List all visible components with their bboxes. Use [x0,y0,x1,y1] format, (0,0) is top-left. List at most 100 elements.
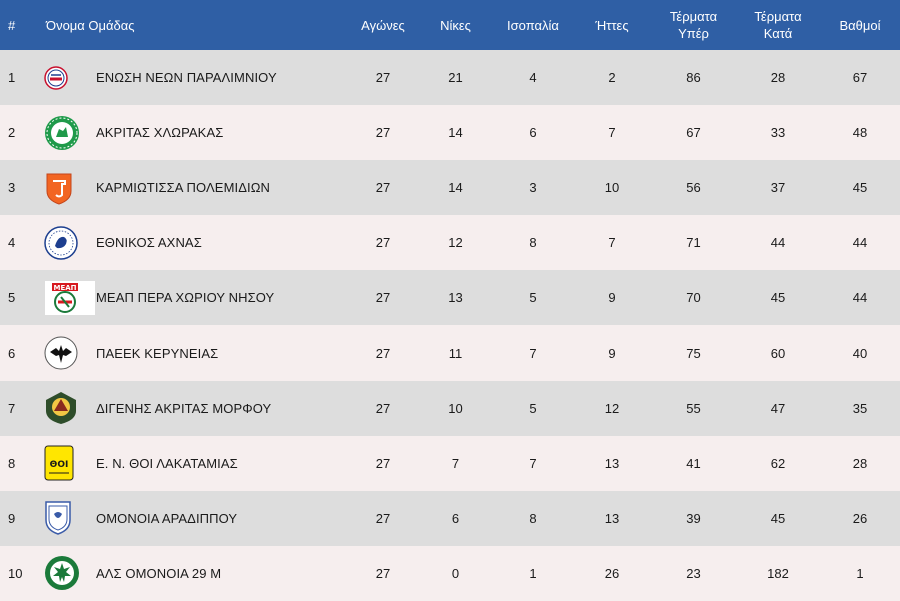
table-row: 4 ΕΘΝΙΚΟΣ ΑΧΝΑΣ 27 12 8 7 71 44 44 [0,215,900,271]
goals-for: 39 [686,510,701,526]
goals-against: 60 [770,345,786,361]
wins: 0 [451,565,460,581]
header-games: Αγώνες [361,17,405,33]
goals-for: 55 [686,400,701,416]
games-played: 27 [375,510,391,526]
table-row: 6 ΠΑΕΕΚ ΚΕΡΥΝΕΙΑΣ 27 11 7 9 75 60 40 [0,325,900,381]
goals-for: 67 [686,125,701,141]
team-cell[interactable]: ΕΘΝΙΚΟΣ ΑΧΝΑΣ [40,225,348,261]
header-goals-against-line2: Κατά [763,26,793,41]
games-played: 27 [375,290,391,306]
draws: 1 [529,565,537,581]
team-position: 10 [8,565,23,581]
team-name[interactable]: ΔΙΓΕΝΗΣ ΑΚΡΙΤΑΣ ΜΟΡΦΟΥ [96,400,272,416]
wins: 11 [448,345,463,361]
goals-against: 62 [770,455,786,471]
header-wins: Νίκες [440,17,471,33]
losses: 2 [608,70,616,86]
draws: 7 [529,345,537,361]
games-played: 27 [375,235,391,251]
team-position: 2 [8,125,16,141]
header-team-name: Όνομα Ομάδας [46,17,135,33]
table-row: 2 ΑΚΡΙΤΑΣ ΧΛΩΡΑΚΑΣ 27 14 6 7 67 33 48 [0,105,900,161]
games-played: 27 [375,125,391,141]
draws: 4 [529,70,537,86]
team-cell[interactable]: ΕΝΩΣΗ ΝΕΩΝ ΠΑΡΑΛΙΜΝΙΟΥ [40,60,348,96]
header-goals-for-line1: Τέρματα [669,9,718,24]
wins: 13 [448,290,463,306]
goals-against: 37 [770,180,786,196]
team-name[interactable]: ΑΚΡΙΤΑΣ ΧΛΩΡΑΚΑΣ [96,125,224,141]
losses: 9 [608,290,616,306]
games-played: 27 [375,180,391,196]
team-name[interactable]: Ε. Ν. ΘΟΙ ΛΑΚΑΤΑΜΙΑΣ [96,455,238,471]
team-cell[interactable]: ΜΕΑΠ ΜΕΑΠ ΠΕΡΑ ΧΩΡΙΟΥ ΝΗΣΟΥ [40,279,348,316]
table-header: # Όνομα Ομάδας Αγώνες Νίκες Ισοπαλία Ήττ… [0,0,900,50]
team-name[interactable]: ΕΘΝΙΚΟΣ ΑΧΝΑΣ [96,235,202,251]
team-cell[interactable]: ΘΟΙ Ε. Ν. ΘΟΙ ΛΑΚΑΤΑΜΙΑΣ [40,445,348,481]
header-position: # [8,17,16,33]
team-cell[interactable]: ΟΜΟΝΟΙΑ ΑΡΑΔΙΠΠΟΥ [40,500,348,536]
team-name[interactable]: ΕΝΩΣΗ ΝΕΩΝ ΠΑΡΑΛΙΜΝΙΟΥ [96,70,277,86]
goals-for: 86 [686,70,701,86]
header-goals-against: Τέρματα Κατά [736,8,820,42]
points: 35 [852,400,868,416]
enp-crest-icon [44,60,96,96]
team-position: 1 [8,70,16,86]
draws: 7 [529,455,537,471]
goals-for: 23 [686,565,701,581]
goals-for: 41 [686,455,701,471]
svg-text:ΘΟΙ: ΘΟΙ [50,460,69,470]
points: 44 [852,290,868,306]
team-position: 9 [8,510,16,526]
header-goals-against-line1: Τέρματα [754,9,802,24]
table-row: 8 ΘΟΙ Ε. Ν. ΘΟΙ ΛΑΚΑΤΑΜΙΑΣ 27 7 7 13 41 … [0,435,900,491]
table-row: 7 ΔΙΓΕΝΗΣ ΑΚΡΙΤΑΣ ΜΟΡΦΟΥ 27 10 5 12 55 4… [0,380,900,436]
team-cell[interactable]: ΚΑΡΜΙΩΤΙΣΣΑ ΠΟΛΕΜΙΔΙΩΝ [40,170,348,206]
points: 40 [852,345,868,361]
table-row: 3 ΚΑΡΜΙΩΤΙΣΣΑ ΠΟΛΕΜΙΔΙΩΝ 27 14 3 10 56 3… [0,160,900,216]
table-row: 9 ΟΜΟΝΟΙΑ ΑΡΑΔΙΠΠΟΥ 27 6 8 13 39 45 26 [0,490,900,546]
team-cell[interactable]: ΑΚΡΙΤΑΣ ΧΛΩΡΑΚΑΣ [40,115,348,151]
team-name[interactable]: ΑΛΣ ΟΜΟΝΟΙΑ 29 Μ [96,565,222,581]
wins: 10 [448,400,463,416]
team-name[interactable]: ΟΜΟΝΟΙΑ ΑΡΑΔΙΠΠΟΥ [96,510,238,526]
losses: 9 [608,345,616,361]
akritas-crest-icon [44,115,96,151]
table-row: 10 ΑΛΣ ΟΜΟΝΟΙΑ 29 Μ 27 0 1 26 23 182 1 [0,545,900,601]
team-position: 5 [8,290,16,306]
team-position: 6 [8,345,16,361]
team-name[interactable]: ΠΑΕΕΚ ΚΕΡΥΝΕΙΑΣ [96,345,219,361]
header-goals-for-line2: Υπέρ [678,26,709,41]
team-cell[interactable]: ΔΙΓΕΝΗΣ ΑΚΡΙΤΑΣ ΜΟΡΦΟΥ [40,390,348,426]
paeek-crest-icon [44,335,96,371]
goals-against: 47 [770,400,786,416]
losses: 7 [608,235,616,251]
goals-for: 70 [686,290,701,306]
points: 26 [852,510,868,526]
goals-against: 33 [770,125,786,141]
team-name[interactable]: ΜΕΑΠ ΠΕΡΑ ΧΩΡΙΟΥ ΝΗΣΟΥ [96,290,275,306]
team-position: 7 [8,400,16,416]
draws: 5 [529,290,537,306]
points: 44 [852,235,868,251]
team-cell[interactable]: ΠΑΕΕΚ ΚΕΡΥΝΕΙΑΣ [40,335,348,371]
games-played: 27 [375,345,391,361]
games-played: 27 [375,70,391,86]
ethnikos-crest-icon [44,225,96,261]
wins: 21 [448,70,463,86]
team-name[interactable]: ΚΑΡΜΙΩΤΙΣΣΑ ΠΟΛΕΜΙΔΙΩΝ [96,180,271,196]
losses: 7 [608,125,616,141]
losses: 26 [604,565,620,581]
wins: 14 [448,180,463,196]
header-goals-for: Τέρματα Υπέρ [651,8,736,42]
team-position: 3 [8,180,16,196]
goals-against: 28 [770,70,786,86]
draws: 5 [529,400,537,416]
wins: 14 [448,125,463,141]
games-played: 27 [375,455,391,471]
goals-for: 56 [686,180,701,196]
team-cell[interactable]: ΑΛΣ ΟΜΟΝΟΙΑ 29 Μ [40,555,348,591]
points: 67 [852,70,868,86]
header-draws: Ισοπαλία [507,17,559,33]
